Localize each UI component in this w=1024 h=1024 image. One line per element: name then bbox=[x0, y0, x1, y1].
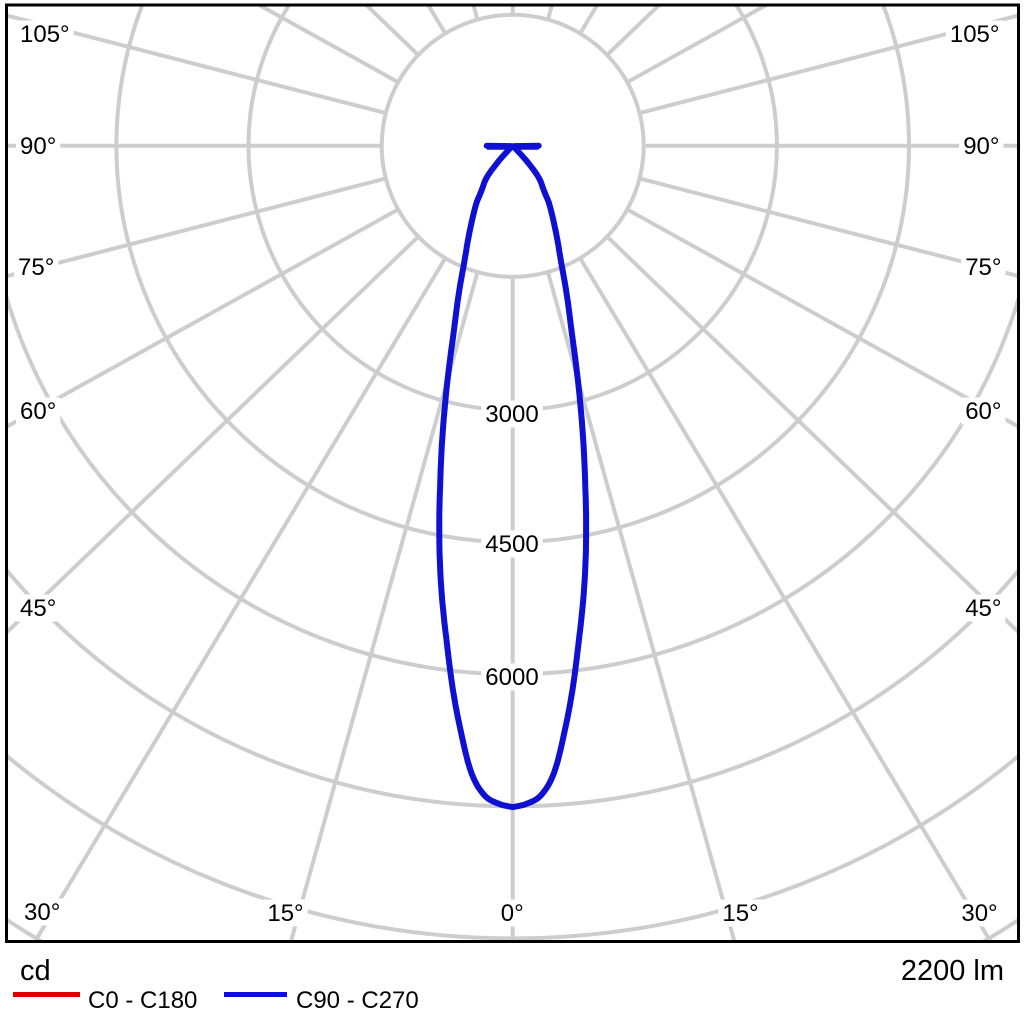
svg-text:60°: 60° bbox=[965, 398, 1001, 425]
svg-text:6000: 6000 bbox=[485, 664, 538, 691]
svg-text:0°: 0° bbox=[501, 900, 524, 927]
svg-text:30°: 30° bbox=[961, 900, 997, 927]
svg-text:75°: 75° bbox=[18, 254, 54, 281]
svg-text:105°: 105° bbox=[20, 21, 70, 48]
svg-text:15°: 15° bbox=[722, 900, 758, 927]
svg-text:60°: 60° bbox=[20, 398, 56, 425]
svg-text:30°: 30° bbox=[24, 899, 60, 926]
svg-text:90°: 90° bbox=[963, 133, 999, 160]
svg-text:C90 - C270: C90 - C270 bbox=[296, 987, 419, 1014]
svg-text:90°: 90° bbox=[20, 133, 56, 160]
svg-text:2200 lm: 2200 lm bbox=[901, 955, 1004, 987]
svg-text:3000: 3000 bbox=[485, 401, 538, 428]
svg-text:45°: 45° bbox=[20, 595, 56, 622]
svg-text:15°: 15° bbox=[267, 900, 303, 927]
svg-text:4500: 4500 bbox=[485, 531, 538, 558]
svg-text:C0 - C180: C0 - C180 bbox=[88, 987, 197, 1014]
svg-text:cd: cd bbox=[20, 955, 51, 987]
svg-text:105°: 105° bbox=[950, 21, 1000, 48]
svg-text:75°: 75° bbox=[965, 254, 1001, 281]
svg-text:45°: 45° bbox=[965, 595, 1001, 622]
